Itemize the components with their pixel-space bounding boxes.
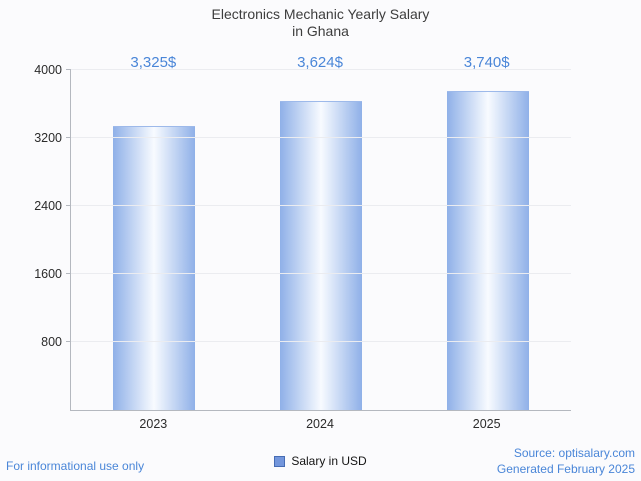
y-axis-tick [66, 69, 71, 70]
y-axis-tick-label: 1600 [34, 267, 62, 281]
gridline [71, 341, 571, 342]
y-axis-tick-label: 2400 [34, 199, 62, 213]
chart-title: Electronics Mechanic Yearly Salary in Gh… [0, 6, 641, 40]
bar-slot [238, 70, 405, 410]
legend: Salary in USD [0, 454, 641, 468]
y-axis-tick [66, 137, 71, 138]
x-axis-labels: 2023 2024 2025 [70, 417, 570, 431]
gridline [71, 137, 571, 138]
gridline [71, 69, 571, 70]
generated-text: Generated February 2025 [496, 462, 635, 476]
legend-label: Salary in USD [291, 454, 367, 468]
y-axis-tick-label: 800 [41, 335, 62, 349]
gridline [71, 273, 571, 274]
x-axis-tick-label: 2023 [139, 417, 168, 431]
footer-source: Source: optisalary.com Generated Februar… [497, 445, 635, 477]
bar-slot [71, 70, 238, 410]
chart-title-line2: in Ghana [292, 23, 349, 39]
x-axis-tick-label: 2025 [472, 417, 501, 431]
x-axis-tick-label: 2024 [306, 417, 334, 431]
bar-2024 [280, 101, 362, 410]
y-axis-tick [66, 273, 71, 274]
chart-title-line1: Electronics Mechanic Yearly Salary [211, 6, 430, 22]
bar-2025 [446, 91, 529, 410]
bar-value-label: 3,325$ [130, 54, 177, 71]
plot-area [66, 69, 571, 411]
bar-value-label: 3,740$ [463, 54, 510, 71]
legend-swatch-icon [274, 455, 286, 467]
bar-value-label: 3,624$ [297, 54, 343, 71]
bar-value-labels: 3,325$ 3,624$ 3,740$ [70, 54, 570, 71]
bar-slot [404, 70, 571, 410]
y-axis-tick-label: 3200 [34, 131, 62, 145]
disclaimer-text: For informational use only [6, 459, 145, 473]
source-link[interactable]: Source: optisalary.com [513, 446, 635, 460]
y-axis-tick [66, 205, 71, 206]
y-axis-tick-label: 4000 [34, 63, 62, 77]
y-axis-tick [66, 341, 71, 342]
gridline [71, 205, 571, 206]
bars-container [71, 70, 571, 410]
y-axis-labels: 800 1600 2400 3200 4000 [0, 63, 62, 410]
bar-2023 [113, 126, 196, 410]
